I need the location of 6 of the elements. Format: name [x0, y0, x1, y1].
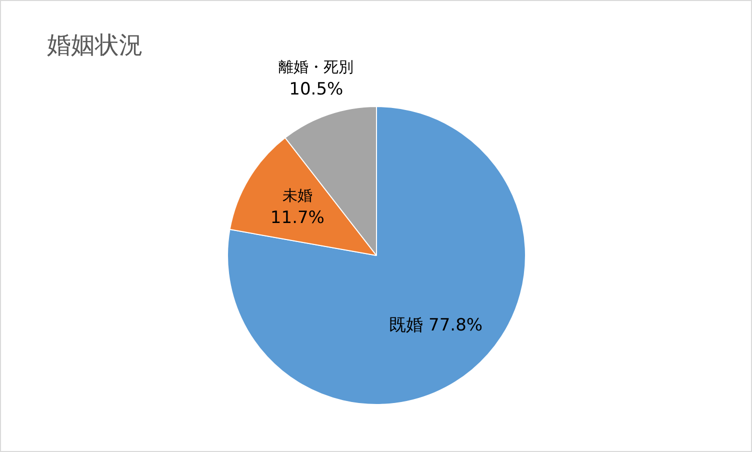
- slice-label: 未婚: [282, 186, 312, 205]
- data-label: 11.7%: [270, 208, 324, 228]
- slice-label: 離婚・死別: [278, 58, 354, 76]
- chart-title: 婚姻状況: [47, 30, 143, 61]
- slice-label: 既婚 77.8%: [389, 316, 483, 336]
- data-label: 10.5%: [289, 80, 344, 100]
